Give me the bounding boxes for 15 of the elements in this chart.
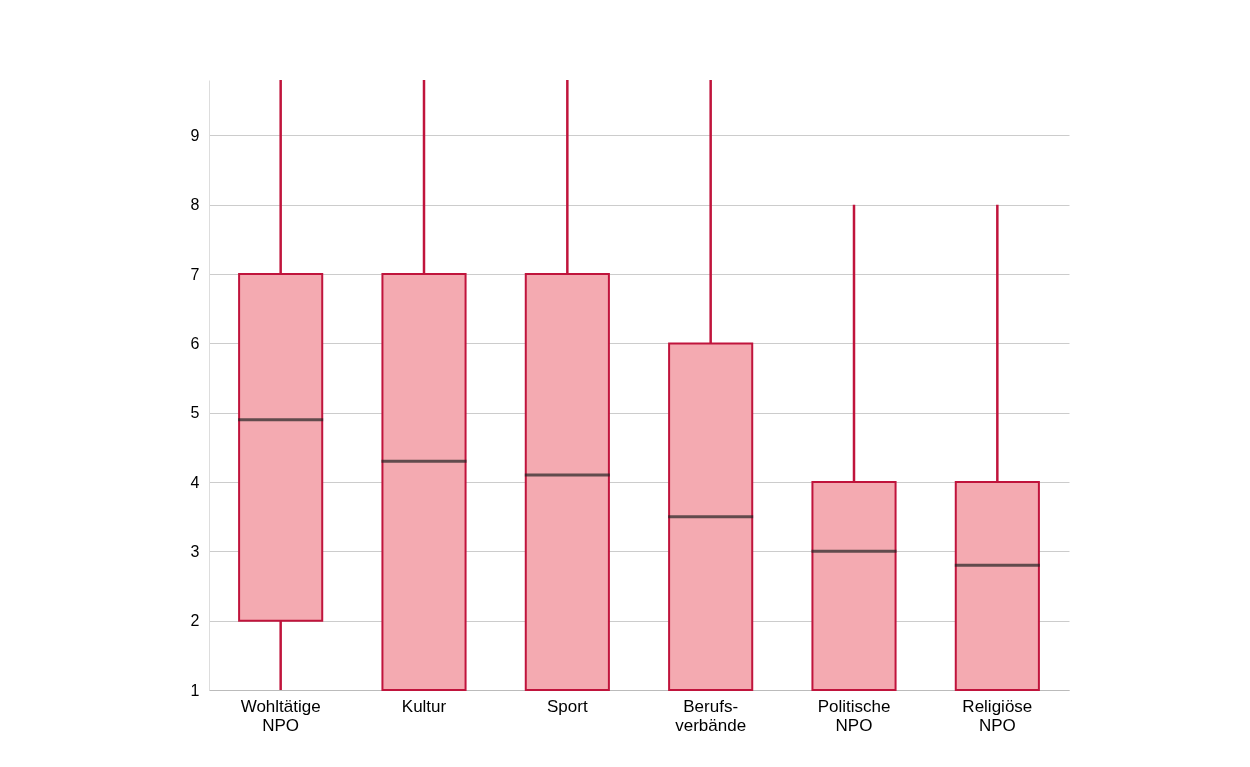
y-tick-label: 1 <box>190 681 200 699</box>
y-tick-label: 9 <box>190 126 200 144</box>
y-tick-label: 2 <box>190 612 200 630</box>
x-tick-label: Politische NPO <box>817 696 891 735</box>
y-tick-label: 3 <box>190 542 200 560</box>
x-tick-label: Kultur <box>401 696 447 716</box>
y-tick-label: 4 <box>190 473 200 491</box>
x-tick-label: Berufs- verbände <box>675 696 747 735</box>
x-tick-label: Religiöse NPO <box>962 696 1033 735</box>
y-tick-label: 5 <box>190 404 200 422</box>
y-tick-label: 7 <box>190 265 200 283</box>
y-tick-label: 6 <box>190 334 200 352</box>
y-tick-label: 8 <box>190 196 200 214</box>
x-tick-label: Wohltätige NPO <box>240 696 321 735</box>
x-tick-label: Sport <box>547 696 588 716</box>
